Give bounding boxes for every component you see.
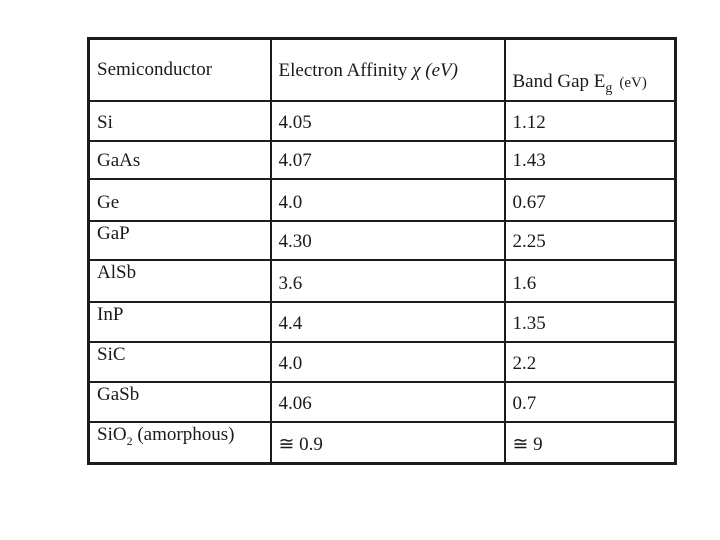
cell-electron-affinity-value: 4.05 xyxy=(269,99,506,142)
semiconductor-name-label: AlSb xyxy=(97,261,137,283)
cell-semiconductor-name: GaSb xyxy=(87,380,272,423)
cell-electron-affinity-value: 4.06 xyxy=(269,380,506,423)
cell-band-gap-value: 1.12 xyxy=(503,99,677,142)
header-band-gap-subscript: g xyxy=(605,80,613,96)
cell-electron-affinity-value: 4.30 xyxy=(269,219,506,261)
band-gap-value: 2.25 xyxy=(512,230,546,252)
table-row-gaas: GaAs 4.07 1.43 xyxy=(87,139,677,180)
table-row-gasb: GaSb 4.06 0.7 xyxy=(87,380,677,423)
cell-semiconductor-name: InP xyxy=(87,300,272,343)
electron-affinity-value: 4.0 xyxy=(278,352,303,374)
cell-band-gap-value: 2.25 xyxy=(503,219,677,261)
band-gap-value: ≅ 9 xyxy=(512,434,543,455)
band-gap-value: 0.7 xyxy=(512,392,537,414)
electron-affinity-value: 4.4 xyxy=(278,312,303,334)
band-gap-value: 1.6 xyxy=(512,272,537,294)
band-gap-value: 2.2 xyxy=(512,352,537,374)
cell-electron-affinity-value: ≅ 0.9 xyxy=(269,420,506,465)
semiconductor-name-label: SiO xyxy=(97,423,127,445)
cell-semiconductor-name: AlSb xyxy=(87,258,272,303)
cell-band-gap-value: 1.6 xyxy=(503,258,677,303)
band-gap-value: 1.12 xyxy=(512,111,546,133)
table-row-si: Si 4.05 1.12 xyxy=(87,99,677,142)
cell-semiconductor-name: Si xyxy=(87,99,272,142)
table-row-sio2: SiO2 (amorphous) ≅ 0.9 ≅ 9 xyxy=(87,420,677,465)
column-header-band-gap: Band Gap Eg (eV) xyxy=(503,37,677,102)
electron-affinity-value: 4.05 xyxy=(278,111,312,133)
table-row-alsb: AlSb 3.6 1.6 xyxy=(87,258,677,303)
semiconductor-name-label: Si xyxy=(97,111,113,133)
semiconductor-name-subscript: 2 xyxy=(126,433,133,448)
cell-band-gap-value: ≅ 9 xyxy=(503,420,677,465)
band-gap-value: 1.43 xyxy=(512,149,546,171)
cell-semiconductor-name: SiC xyxy=(87,340,272,383)
cell-band-gap-value: 2.2 xyxy=(503,340,677,383)
column-header-electron-affinity: Electron Affinity χ (eV) xyxy=(269,37,506,102)
cell-band-gap-value: 1.35 xyxy=(503,300,677,343)
semiconductor-name-label: GaAs xyxy=(97,149,141,171)
semiconductor-name-label: InP xyxy=(97,303,124,325)
header-band-gap-unit: (eV) xyxy=(619,74,647,91)
cell-band-gap-value: 0.7 xyxy=(503,380,677,423)
column-header-semiconductor: Semiconductor xyxy=(87,37,272,102)
band-gap-value: 0.67 xyxy=(512,191,546,213)
table-row-gap: GaP 4.30 2.25 xyxy=(87,219,677,261)
cell-electron-affinity-value: 4.0 xyxy=(269,177,506,222)
cell-semiconductor-name: SiO2 (amorphous) xyxy=(87,420,272,465)
cell-electron-affinity-value: 4.4 xyxy=(269,300,506,343)
electron-affinity-value: 4.30 xyxy=(278,230,312,252)
cell-electron-affinity-value: 4.07 xyxy=(269,139,506,180)
electron-affinity-value: 4.07 xyxy=(278,149,312,171)
band-gap-value: 1.35 xyxy=(512,312,546,334)
semiconductor-name-label: SiC xyxy=(97,343,126,365)
semiconductor-name-suffix: (amorphous) xyxy=(132,423,235,445)
header-band-gap-label: Band Gap E xyxy=(512,70,606,92)
cell-electron-affinity-value: 4.0 xyxy=(269,340,506,383)
cell-band-gap-value: 1.43 xyxy=(503,139,677,180)
electron-affinity-value: 4.0 xyxy=(278,191,303,213)
cell-semiconductor-name: GaAs xyxy=(87,139,272,180)
cell-semiconductor-name: Ge xyxy=(87,177,272,222)
cell-semiconductor-name: GaP xyxy=(87,219,272,261)
header-semiconductor-label: Semiconductor xyxy=(97,58,213,80)
semiconductor-name-label: GaP xyxy=(97,222,130,244)
table-row-ge: Ge 4.0 0.67 xyxy=(87,177,677,222)
electron-affinity-value: ≅ 0.9 xyxy=(278,434,323,455)
table-header-row: Semiconductor Electron Affinity χ (eV) B… xyxy=(87,37,677,102)
semiconductor-name-label: Ge xyxy=(97,191,120,213)
cell-band-gap-value: 0.67 xyxy=(503,177,677,222)
table-row-inp: InP 4.4 1.35 xyxy=(87,300,677,343)
electron-affinity-value: 3.6 xyxy=(278,272,303,294)
semiconductor-name-label: GaSb xyxy=(97,383,140,405)
electron-affinity-value: 4.06 xyxy=(278,392,312,414)
header-electron-affinity-label: Electron Affinity xyxy=(278,59,413,81)
cell-electron-affinity-value: 3.6 xyxy=(269,258,506,303)
header-electron-affinity-symbol: χ (eV) xyxy=(412,59,458,81)
semiconductor-properties-table: Semiconductor Electron Affinity χ (eV) B… xyxy=(87,37,677,465)
table-row-sic: SiC 4.0 2.2 xyxy=(87,340,677,383)
